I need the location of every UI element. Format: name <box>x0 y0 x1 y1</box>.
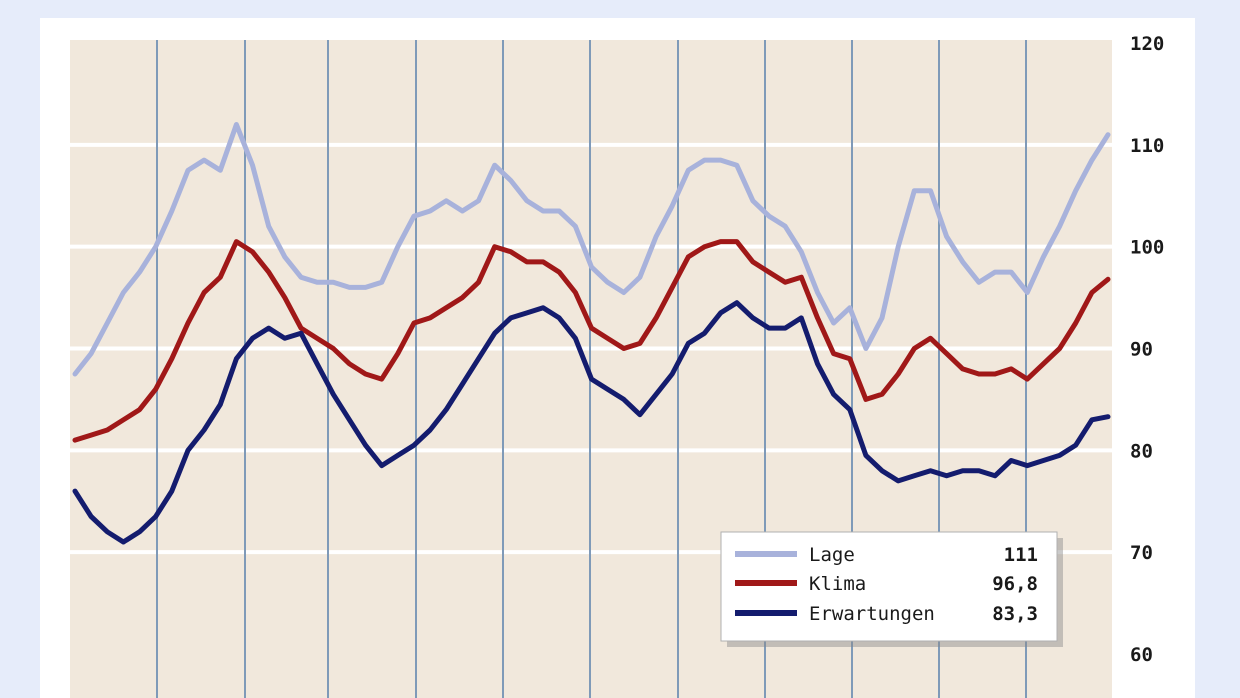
series-line-lage <box>72 122 1111 377</box>
legend: Lage 111 Klima 96,8 Erwartungen 83,3 <box>720 531 1063 647</box>
legend-label-klima: Klima <box>809 573 866 595</box>
y-tick-90: 90 <box>1130 339 1153 361</box>
y-axis-ticks: 60 70 80 90 100 110 120 <box>1130 33 1164 666</box>
series-line-erwartungen <box>72 300 1111 545</box>
y-tick-100: 100 <box>1130 237 1164 259</box>
series-line-klima <box>72 239 1111 443</box>
legend-label-lage: Lage <box>809 544 855 566</box>
y-tick-80: 80 <box>1130 440 1153 462</box>
y-tick-110: 110 <box>1130 135 1164 157</box>
series-lines <box>72 122 1111 545</box>
legend-value-klima: 96,8 <box>992 573 1038 595</box>
y-tick-120: 120 <box>1130 33 1164 55</box>
y-tick-70: 70 <box>1130 542 1153 564</box>
y-tick-60: 60 <box>1130 644 1153 666</box>
legend-value-erwartungen: 83,3 <box>992 603 1038 625</box>
legend-box <box>720 531 1058 642</box>
legend-value-lage: 111 <box>1004 544 1038 566</box>
legend-label-erwartungen: Erwartungen <box>809 603 935 625</box>
